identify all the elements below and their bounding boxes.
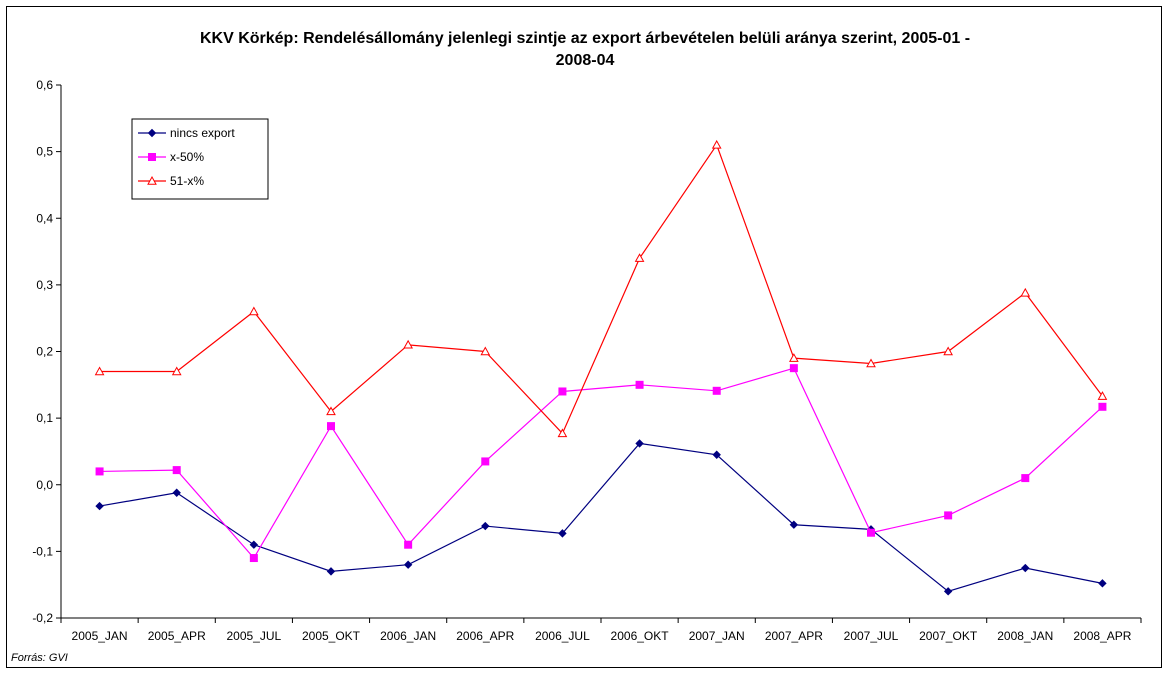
data-point [327, 422, 335, 431]
x-tick-label: 2007_JUL [844, 629, 899, 643]
chart-title-line-2: 2008-04 [556, 52, 615, 69]
data-point [943, 587, 953, 596]
legend-label: 51-x% [170, 174, 204, 188]
x-tick-label: 2005_JUL [226, 629, 281, 643]
x-tick-label: 2005_APR [148, 629, 206, 643]
data-point [557, 428, 568, 438]
data-point [95, 501, 104, 511]
legend-swatch-marker [147, 175, 157, 185]
y-tick-label: -0,2 [32, 611, 53, 625]
x-tick-label: 2005_OKT [302, 629, 361, 643]
x-tick-label: 2007_APR [765, 629, 823, 643]
series-1 [95, 439, 1107, 596]
y-tick-label: 0,1 [36, 411, 53, 425]
data-point [403, 560, 413, 569]
chart-frame: KKV Körkép: Rendelésállomány jelenlegi s… [6, 6, 1162, 668]
x-tick-label: 2007_OKT [919, 629, 978, 643]
line-chart: KKV Körkép: Rendelésállomány jelenlegi s… [11, 30, 1142, 664]
data-point [249, 306, 259, 316]
y-tick-label: -0,1 [32, 544, 53, 558]
legend-label: x-50% [170, 150, 204, 164]
data-point [866, 358, 876, 368]
data-point [789, 520, 799, 529]
y-tick-label: 0,0 [36, 478, 53, 492]
data-point [712, 450, 721, 459]
data-point [480, 346, 491, 356]
series-3 [94, 139, 1108, 438]
y-tick-label: 0,5 [36, 145, 53, 159]
x-tick-label: 2006_JAN [380, 629, 436, 643]
data-point [249, 554, 258, 563]
data-point [635, 380, 644, 389]
series-line [99, 143, 1103, 435]
x-tick-label: 2006_APR [456, 629, 514, 643]
data-point [172, 466, 181, 475]
series-line [99, 367, 1103, 560]
data-point [404, 540, 413, 549]
data-point [481, 457, 490, 466]
data-point [635, 439, 644, 448]
y-tick-label: 0,4 [36, 211, 53, 225]
data-point [95, 467, 104, 476]
series-line [99, 442, 1103, 593]
x-tick-label: 2007_JAN [689, 629, 745, 643]
x-tick-label: 2008_JAN [997, 629, 1053, 643]
data-point [172, 488, 181, 497]
data-point [1098, 402, 1107, 411]
data-point [944, 511, 953, 520]
legend-label: nincs export [170, 126, 235, 140]
chart-title-line-1: KKV Körkép: Rendelésállomány jelenlegi s… [200, 30, 970, 47]
data-point [171, 366, 182, 376]
y-tick-label: 0,3 [36, 278, 53, 292]
data-point [558, 387, 567, 396]
data-point [867, 528, 875, 537]
data-point [712, 386, 721, 395]
y-tick-label: 0,2 [36, 345, 53, 359]
data-point [94, 366, 105, 376]
data-point [789, 364, 798, 373]
data-point [1098, 579, 1107, 588]
data-point [711, 139, 722, 149]
data-point [1020, 287, 1031, 297]
y-tick-label: 0,6 [36, 78, 53, 92]
data-point [1097, 391, 1108, 400]
data-point [481, 521, 490, 531]
data-point [1021, 474, 1030, 483]
x-tick-label: 2006_OKT [611, 629, 670, 643]
x-tick-label: 2008_APR [1073, 629, 1131, 643]
data-point [326, 567, 336, 576]
data-point [249, 540, 259, 549]
data-point [634, 253, 645, 262]
series-2 [95, 364, 1107, 563]
x-tick-label: 2006_JUL [535, 629, 590, 643]
data-point [558, 529, 567, 538]
data-point [789, 353, 799, 362]
x-tick-label: 2005_JAN [72, 629, 128, 643]
data-point [943, 346, 953, 356]
legend-swatch-marker [147, 128, 157, 138]
data-point [326, 406, 336, 416]
source-note: Forrás: GVI [11, 652, 68, 664]
legend-swatch-marker [148, 153, 156, 161]
data-point [1021, 563, 1030, 573]
data-point [403, 339, 413, 349]
